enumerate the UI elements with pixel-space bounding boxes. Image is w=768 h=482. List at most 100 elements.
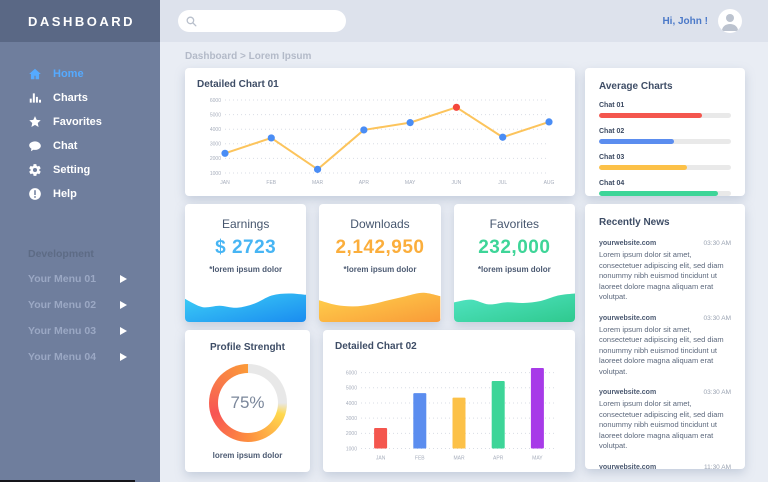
dev-item-label: Your Menu 03 <box>28 325 97 337</box>
area-sparkline <box>319 282 441 322</box>
svg-text:JAN: JAN <box>220 180 230 186</box>
sidebar-item-your-menu-03[interactable]: Your Menu 03 <box>0 318 160 344</box>
card-title: Average Charts <box>599 81 673 92</box>
area-sparkline <box>185 282 307 322</box>
svg-text:2000: 2000 <box>210 156 221 162</box>
dev-item-label: Your Menu 02 <box>28 299 97 311</box>
news-body: Lorem ipsum dolor sit amet, consectetuer… <box>599 324 724 376</box>
stat-value: $ 2723 <box>215 237 277 258</box>
sidebar-item-label: Favorites <box>53 116 102 128</box>
card-title: Detailed Chart 02 <box>335 341 417 352</box>
sidebar-item-favorites[interactable]: Favorites <box>0 110 160 134</box>
detailed-chart-02-card: Detailed Chart 02 1000 2000 3000 4000 5000 60… <box>323 330 575 472</box>
progress-fill <box>599 191 718 196</box>
card-title: Detailed Chart 01 <box>197 79 279 90</box>
app-title: DASHBOARD <box>0 0 160 42</box>
stat-title: Downloads <box>350 217 410 231</box>
card-title: Recently News <box>599 217 670 228</box>
person-icon <box>722 14 738 31</box>
sidebar-item-label: Charts <box>53 92 88 104</box>
svg-text:AUG: AUG <box>544 180 555 186</box>
main-content: Dashboard > Lorem Ipsum Detailed Chart 0… <box>160 42 768 482</box>
news-item: yourwebsite.com 03:30 AM Lorem ipsum dol… <box>599 240 731 303</box>
progress-fill <box>599 113 702 118</box>
progress-label: Chat 02 <box>599 128 625 135</box>
search-bar[interactable] <box>178 10 346 32</box>
svg-text:2000: 2000 <box>346 431 357 437</box>
stat-value: 2,142,950 <box>335 237 425 258</box>
profile-strength-card: Profile Strenght 75% lorem ipsum dolor <box>185 330 310 472</box>
stat-title: Favorites <box>489 217 539 231</box>
star-icon <box>28 115 42 129</box>
earnings-card: Earnings $ 2723 *lorem ipsum dolor <box>185 204 307 322</box>
profile-caption: lorem ipsum dolor <box>212 451 283 460</box>
charts-icon <box>28 91 42 105</box>
progress-fill <box>599 165 688 170</box>
news-time: 03:30 AM <box>703 389 731 396</box>
chevron-right-icon <box>120 275 128 283</box>
news-body: Lorem ipsum dolor sit amet, consectetuer… <box>599 399 724 450</box>
donut-chart: 75% <box>208 364 287 442</box>
svg-text:6000: 6000 <box>346 370 357 376</box>
svg-text:5000: 5000 <box>210 112 221 118</box>
sidebar-item-your-menu-02[interactable]: Your Menu 02 <box>0 292 160 318</box>
news-item: yourwebsite.com 03:30 AM Lorem ipsum dol… <box>599 389 731 452</box>
sidebar-item-label: Chat <box>53 140 78 152</box>
news-source: yourwebsite.com <box>599 240 657 247</box>
chevron-right-icon <box>120 353 128 361</box>
breadcrumb[interactable]: Dashboard > Lorem Ipsum <box>185 51 312 62</box>
bar-chart: 1000 2000 3000 4000 5000 6000 JAN FEB MAR APR MAY <box>335 352 563 466</box>
topbar: Hi, John ! <box>160 0 768 42</box>
svg-text:JAN: JAN <box>376 456 386 462</box>
svg-text:6000: 6000 <box>210 98 221 104</box>
search-input[interactable] <box>198 15 328 27</box>
sidebar-item-home[interactable]: Home <box>0 62 160 86</box>
dev-item-label: Your Menu 04 <box>28 351 97 363</box>
news-item: yourwebsite.com 03:30 AM Lorem ipsum dol… <box>599 315 731 378</box>
svg-text:JUN: JUN <box>452 180 462 186</box>
user-greeting: Hi, John ! <box>662 15 708 27</box>
avatar[interactable] <box>718 9 742 33</box>
detailed-chart-01-card: Detailed Chart 01 1000 2000 3000 4000 5000 60… <box>185 68 575 196</box>
svg-text:MAY: MAY <box>405 180 416 186</box>
chevron-right-icon <box>120 327 128 335</box>
progress-row: Chat 03 <box>599 154 731 170</box>
progress-row: Chat 04 <box>599 180 731 196</box>
progress-track <box>599 113 731 118</box>
area-sparkline <box>453 282 575 322</box>
sidebar-item-charts[interactable]: Charts <box>0 86 160 110</box>
stat-caption: *lorem ipsum dolor <box>343 265 417 274</box>
line-chart: 1000 2000 3000 4000 5000 6000 JAN FEB MAR APR MAY J… <box>197 90 563 190</box>
home-icon <box>28 67 42 81</box>
progress-label: Chat 04 <box>599 180 625 187</box>
progress-row: Chat 02 <box>599 128 731 144</box>
svg-text:APR: APR <box>359 180 370 186</box>
sidebar-item-label: Setting <box>53 164 91 176</box>
progress-label: Chat 03 <box>599 154 625 161</box>
news-time: 03:30 AM <box>703 314 731 322</box>
sidebar-item-help[interactable]: Help <box>0 182 160 206</box>
sidebar-item-setting[interactable]: Setting <box>0 158 160 182</box>
sidebar-item-label: Home <box>53 68 84 80</box>
news-body: Lorem ipsum dolor sit amet, consectetuer… <box>599 250 724 301</box>
svg-text:1000: 1000 <box>346 446 357 452</box>
dev-item-label: Your Menu 01 <box>28 273 97 285</box>
sidebar-menu: Home Charts Favorites Chat Setting <box>0 62 160 206</box>
progress-track <box>599 139 731 144</box>
sidebar-item-label: Help <box>53 188 77 200</box>
sidebar-item-your-menu-04[interactable]: Your Menu 04 <box>0 344 160 370</box>
stat-value: 232,000 <box>478 237 551 258</box>
sidebar: DASHBOARD Home Charts Favorites Chat <box>0 0 160 482</box>
svg-text:3000: 3000 <box>210 142 221 148</box>
sidebar-section-development: Development <box>28 248 94 260</box>
progress-fill <box>599 139 675 144</box>
sidebar-item-your-menu-01[interactable]: Your Menu 01 <box>0 266 160 292</box>
card-title: Profile Strenght <box>209 342 285 353</box>
donut-value: 75% <box>230 393 265 412</box>
svg-text:APR: APR <box>493 456 504 462</box>
stat-caption: *lorem ipsum dolor <box>209 265 283 274</box>
search-icon <box>186 16 197 26</box>
sidebar-item-chat[interactable]: Chat <box>0 134 160 158</box>
svg-text:MAR: MAR <box>312 180 324 186</box>
news-time: 03:30 AM <box>703 240 731 247</box>
